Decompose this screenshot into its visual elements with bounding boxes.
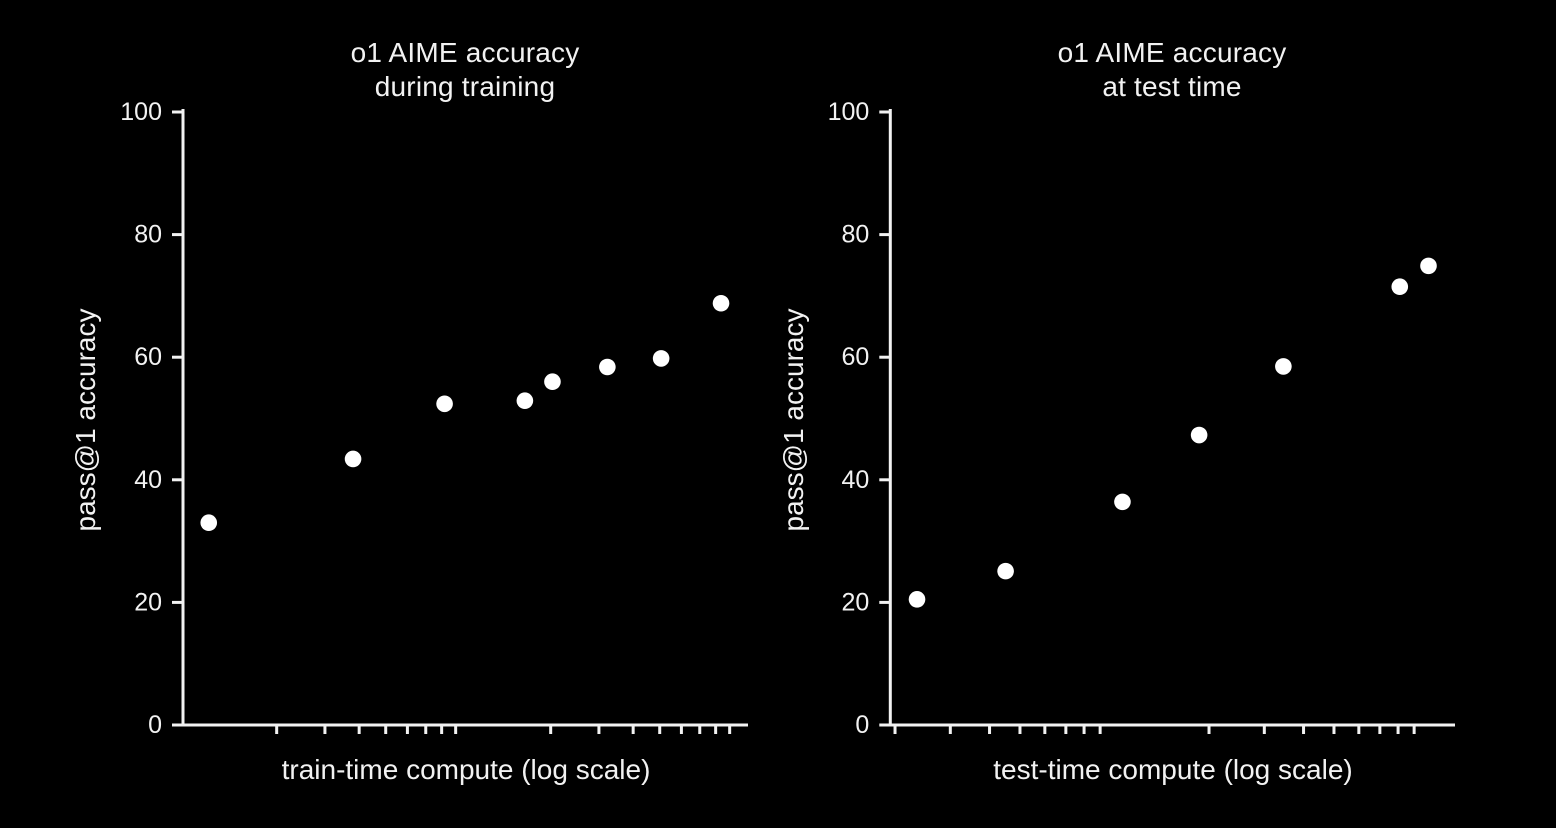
train-data-point [652,350,670,367]
test-y-tick-label: 0 [855,711,869,739]
train-data-point [436,395,453,413]
train-y-tick-label: 0 [148,711,162,739]
chart-title-test-line2: at test time [1102,71,1242,102]
test-y-tick-label: 100 [828,98,870,126]
test-data-point [1391,278,1409,296]
test-data-point [1114,493,1131,511]
train-y-tick-label: 100 [120,98,162,126]
y-axis-label-train: pass@1 accuracy [70,308,101,532]
chart-title-test: o1 AIME accuracy at test time [962,36,1382,104]
test-data-point [908,591,926,608]
train-y-tick-label: 80 [134,221,162,249]
chart-title-train: o1 AIME accuracy during training [255,36,675,104]
test-y-tick-label: 40 [841,466,869,494]
train-data-point [516,392,534,410]
chart-title-test-line1: o1 AIME accuracy [1057,37,1287,68]
test-data-point [1190,426,1208,444]
test-y-tick-label: 60 [841,343,869,371]
test-y-tick-label: 20 [841,588,869,616]
chart-title-train-line1: o1 AIME accuracy [350,37,580,68]
test-data-point [1275,358,1292,375]
chart-title-train-line2: during training [374,71,556,102]
x-axis-label-train: train-time compute (log scale) [281,754,651,785]
train-data-point [544,373,561,391]
train-y-tick-label: 20 [134,588,162,616]
train-data-point [200,514,218,532]
train-data-point [712,294,730,312]
test-data-point [1420,257,1437,275]
test-y-tick-label: 80 [841,221,869,249]
y-axis-label-test: pass@1 accuracy [778,308,809,532]
train-data-point [344,450,362,468]
train-data-point [599,358,616,376]
x-axis-label-test: test-time compute (log scale) [993,754,1353,785]
train-y-tick-label: 60 [134,343,162,371]
test-data-point [997,562,1014,580]
train-y-tick-label: 40 [134,466,162,494]
